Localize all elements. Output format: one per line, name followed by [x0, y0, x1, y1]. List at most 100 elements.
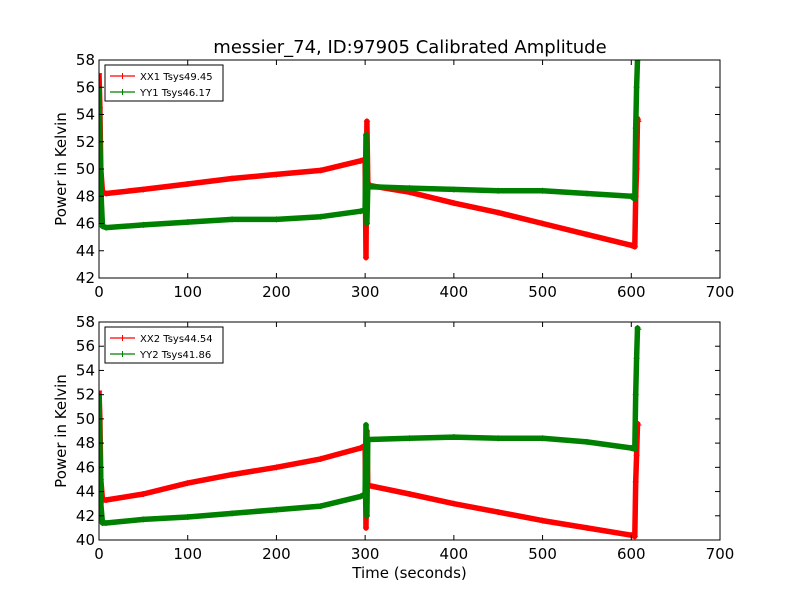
data-point — [583, 231, 590, 238]
data-point — [99, 500, 104, 507]
data-point — [450, 200, 457, 207]
data-point — [635, 60, 642, 63]
y-tick-label: 42 — [76, 269, 95, 287]
data-point — [635, 326, 642, 333]
data-point — [632, 478, 639, 485]
data-point — [103, 190, 110, 197]
data-point — [495, 509, 502, 516]
data-point — [450, 500, 457, 507]
x-tick-label: 100 — [173, 545, 202, 563]
data-point — [357, 444, 364, 451]
data-point — [633, 452, 640, 459]
data-point — [631, 243, 638, 250]
x-tick-label: 700 — [706, 283, 735, 301]
data-point — [99, 388, 102, 395]
data-point — [633, 84, 640, 91]
y-tick-label: 56 — [76, 337, 95, 355]
data-point — [583, 524, 590, 531]
y-tick-label: 44 — [76, 483, 95, 501]
data-point — [317, 167, 324, 174]
x-tick-label: 200 — [262, 283, 291, 301]
data-point — [365, 183, 372, 190]
data-point — [273, 506, 280, 513]
data-point — [317, 213, 324, 220]
data-point — [184, 180, 191, 187]
data-point — [631, 533, 638, 540]
legend-box — [104, 326, 224, 364]
data-point — [357, 157, 364, 164]
series-1 — [99, 70, 642, 261]
axes-frame — [98, 321, 721, 541]
legend-label: XX2 Tsys44.54 — [140, 334, 213, 345]
data-point — [450, 434, 457, 441]
data-point — [357, 208, 364, 215]
subplot-1: 0 100 200 300 400 500 600 700 42 44 46 48 50 52 54 56 58… — [52, 51, 734, 301]
legend-marker — [119, 73, 126, 79]
data-point — [273, 464, 280, 471]
data-point — [363, 524, 370, 531]
data-point — [365, 436, 372, 443]
legend-label: XX1 Tsys49.45 — [140, 72, 213, 83]
data-point — [631, 195, 638, 202]
data-point — [634, 325, 641, 332]
y-axis-label: Power in Kelvin — [52, 112, 70, 226]
data-point — [363, 118, 370, 125]
y-tick-label: 50 — [76, 160, 95, 178]
data-point — [229, 510, 236, 517]
y-tick-label: 54 — [76, 361, 95, 379]
data-point — [140, 186, 147, 193]
x-axis-label: Time (seconds) — [351, 564, 467, 582]
data-point — [229, 471, 236, 478]
y-tick-label: 46 — [76, 215, 95, 233]
data-point — [362, 490, 369, 497]
data-point — [363, 512, 370, 519]
legend-marker — [119, 351, 126, 357]
data-point — [406, 185, 413, 192]
legend-marker — [119, 335, 126, 341]
legend-marker — [119, 89, 126, 95]
x-tick-label: 500 — [528, 545, 557, 563]
y-tick-label: 52 — [76, 133, 95, 151]
x-tick-label: 400 — [440, 283, 469, 301]
data-point — [583, 438, 590, 445]
data-point — [363, 131, 370, 138]
y-axis-label: Power in Kelvin — [52, 374, 70, 488]
data-point — [357, 493, 364, 500]
data-point — [633, 355, 640, 362]
y-tick-label: 52 — [76, 386, 95, 404]
x-tick-label: 200 — [262, 545, 291, 563]
data-point — [184, 219, 191, 226]
data-point — [495, 435, 502, 442]
y-tick-label: 44 — [76, 242, 95, 260]
data-point — [539, 435, 546, 442]
y-tick-label: 40 — [76, 531, 95, 549]
data-point — [539, 220, 546, 227]
data-point — [99, 70, 102, 77]
data-point — [539, 187, 546, 194]
y-tick-label: 48 — [76, 434, 95, 452]
y-tick-label: 46 — [76, 458, 95, 476]
data-point — [140, 516, 147, 523]
data-point — [273, 216, 280, 223]
data-point — [363, 220, 370, 227]
y-tick-label: 56 — [76, 78, 95, 96]
data-point — [184, 513, 191, 520]
data-point — [140, 221, 147, 228]
x-tick-label: 100 — [173, 283, 202, 301]
data-point — [631, 446, 638, 453]
data-point — [450, 186, 457, 193]
y-tick-label: 48 — [76, 187, 95, 205]
data-point — [229, 216, 236, 223]
x-tick-label: 300 — [351, 545, 380, 563]
x-tick-label: 500 — [528, 283, 557, 301]
y-tick-label: 50 — [76, 410, 95, 428]
data-point — [317, 503, 324, 510]
x-tick-label: 600 — [617, 283, 646, 301]
subplot-2: 0 100 200 300 400 500 600 700 40 42 44 46 48 50 52 54 56… — [52, 313, 734, 582]
legend: XX1 Tsys49.45 YY1 Tsys46.17 — [104, 64, 224, 102]
x-tick-label: 600 — [617, 545, 646, 563]
x-tick-label: 300 — [351, 283, 380, 301]
data-point — [632, 391, 639, 398]
y-tick-label: 42 — [76, 507, 95, 525]
